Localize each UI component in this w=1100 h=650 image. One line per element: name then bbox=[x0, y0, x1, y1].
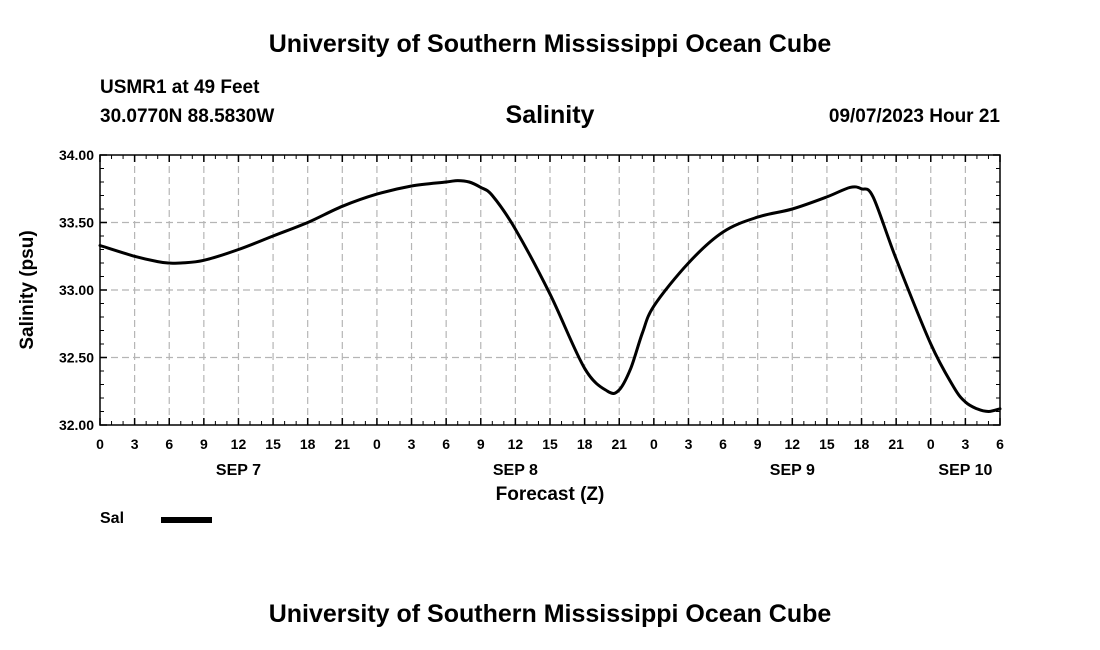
x-tick-label: 12 bbox=[508, 436, 524, 452]
x-tick-label: 6 bbox=[442, 436, 450, 452]
x-tick-label: 3 bbox=[408, 436, 416, 452]
x-tick-label: 12 bbox=[231, 436, 247, 452]
x-tick-label: 6 bbox=[719, 436, 727, 452]
x-tick-label: 9 bbox=[200, 436, 208, 452]
day-label: SEP 7 bbox=[216, 462, 261, 479]
x-tick-label: 0 bbox=[96, 436, 104, 452]
day-label: SEP 9 bbox=[770, 462, 815, 479]
series-line-sal bbox=[98, 179, 1002, 413]
x-tick-label: 9 bbox=[754, 436, 762, 452]
station-coordinates: 30.0770N 88.5830W bbox=[100, 106, 275, 127]
x-tick-label: 3 bbox=[961, 436, 969, 452]
salinity-chart: 0 3 6 9 12 15 18 21 0 3 6 9 12 15 18 21 0 3 6 9 12 15 18 21 0 3 6 3… bbox=[17, 147, 1004, 505]
x-tick-label: 18 bbox=[854, 436, 870, 452]
y-tick-label: 33.50 bbox=[59, 215, 94, 231]
x-tick-label: 9 bbox=[477, 436, 485, 452]
x-tick-label: 18 bbox=[577, 436, 593, 452]
axis-labels: 0 3 6 9 12 15 18 21 0 3 6 9 12 15 18 21 0 3 6 9 12 15 18 21 0 3 6 3… bbox=[59, 147, 1004, 479]
footer-title: University of Southern Mississippi Ocean… bbox=[268, 600, 832, 628]
x-tick-label: 12 bbox=[785, 436, 801, 452]
x-tick-label: 21 bbox=[611, 436, 627, 452]
x-tick-label: 15 bbox=[265, 436, 281, 452]
y-tick-label: 32.50 bbox=[59, 350, 94, 366]
x-tick-label: 0 bbox=[650, 436, 658, 452]
x-tick-label: 3 bbox=[685, 436, 693, 452]
y-tick-label: 32.00 bbox=[59, 417, 94, 433]
x-tick-label: 18 bbox=[300, 436, 316, 452]
x-tick-label: 6 bbox=[996, 436, 1004, 452]
x-tick-label: 15 bbox=[819, 436, 835, 452]
day-label: SEP 10 bbox=[938, 462, 992, 479]
x-tick-label: 15 bbox=[542, 436, 558, 452]
x-tick-label: 0 bbox=[373, 436, 381, 452]
grid bbox=[100, 155, 1000, 425]
axis-ticks bbox=[99, 154, 1001, 426]
x-tick-label: 0 bbox=[927, 436, 935, 452]
y-axis-title: Salinity (psu) bbox=[17, 230, 38, 349]
org-title: University of Southern Mississippi Ocean… bbox=[268, 30, 832, 58]
station-name: USMR1 at 49 Feet bbox=[100, 77, 260, 98]
legend-swatch-sal bbox=[161, 517, 212, 523]
y-tick-label: 33.00 bbox=[59, 282, 94, 298]
chart-title: Salinity bbox=[505, 101, 595, 129]
x-tick-label: 21 bbox=[888, 436, 904, 452]
x-tick-label: 3 bbox=[131, 436, 139, 452]
legend-label-sal: Sal bbox=[100, 510, 125, 527]
forecast-datetime: 09/07/2023 Hour 21 bbox=[828, 106, 1000, 127]
x-tick-label: 6 bbox=[165, 436, 173, 452]
y-tick-label: 34.00 bbox=[59, 147, 94, 163]
day-label: SEP 8 bbox=[493, 462, 538, 479]
x-axis-title: Forecast (Z) bbox=[496, 484, 605, 505]
x-tick-label: 21 bbox=[335, 436, 351, 452]
